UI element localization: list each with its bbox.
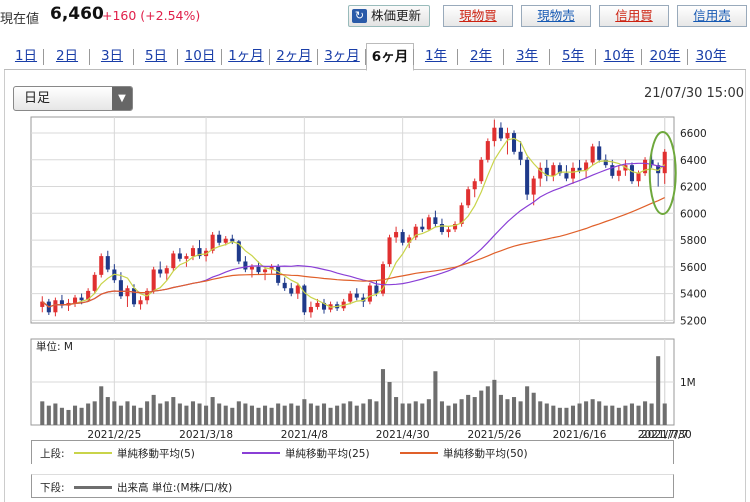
tab-period-4[interactable]: 10日 xyxy=(184,48,216,64)
period-tabs: 1日 2日 3日 5日 10日 1ヶ月 2ヶ月 3ヶ月 6ヶ月 1年 2年 3年 5年 10年 20年 30年 xyxy=(4,43,746,71)
margin-sell-button[interactable]: 信用売 xyxy=(677,5,747,27)
tab-separator xyxy=(687,49,688,65)
current-price-label: 現在値 xyxy=(0,12,40,27)
tab-separator xyxy=(317,49,318,65)
ma50-swatch xyxy=(400,452,438,454)
legend-ma5: 単純移動平均(5) xyxy=(117,448,195,460)
cash-buy-button[interactable]: 現物買 xyxy=(443,5,513,27)
quote-header: 現在値 6,460 +160 (+2.54%) ↻ 株価更新 現物買 現物売 信… xyxy=(0,0,750,32)
tab-separator xyxy=(177,49,178,65)
legend-volume: 出来高 単位:(M株/口/枚) xyxy=(117,482,233,494)
legend-upper: 上段: 単純移動平均(5) 単純移動平均(25) 単純移動平均(50) xyxy=(31,440,674,464)
tab-period-1[interactable]: 2日 xyxy=(55,48,79,64)
tab-separator xyxy=(641,49,642,65)
tab-separator xyxy=(365,49,366,65)
tab-separator xyxy=(43,49,44,65)
margin-buy-button[interactable]: 信用買 xyxy=(599,5,669,27)
cash-sell-button[interactable]: 現物売 xyxy=(521,5,591,27)
tab-separator xyxy=(549,49,550,65)
ma25-swatch xyxy=(242,452,280,454)
tab-period-13[interactable]: 10年 xyxy=(603,48,635,64)
tab-period-15[interactable]: 30年 xyxy=(695,48,727,64)
update-price-button[interactable]: ↻ 株価更新 xyxy=(348,5,430,27)
legend-ma50: 単純移動平均(50) xyxy=(443,448,528,460)
tab-separator xyxy=(89,49,90,65)
tab-separator xyxy=(413,49,414,65)
tab-period-12[interactable]: 5年 xyxy=(561,48,585,64)
interval-select[interactable]: 日足 ▼ xyxy=(13,86,133,111)
tab-period-3[interactable]: 5日 xyxy=(144,48,168,64)
chart-frame xyxy=(4,70,746,502)
chart-datetime: 21/07/30 15:00 xyxy=(644,86,744,101)
tab-period-8[interactable]: 6ヶ月 xyxy=(366,43,414,71)
refresh-icon: ↻ xyxy=(352,9,367,23)
tab-period-6[interactable]: 2ヶ月 xyxy=(276,48,312,64)
legend-upper-label: 上段: xyxy=(40,448,65,460)
tab-period-9[interactable]: 1年 xyxy=(424,48,448,64)
tab-period-10[interactable]: 2年 xyxy=(469,48,493,64)
volume-swatch xyxy=(74,486,112,489)
update-price-label: 株価更新 xyxy=(371,8,422,23)
dropdown-arrow-icon: ▼ xyxy=(112,87,132,110)
tab-separator xyxy=(503,49,504,65)
tab-period-7[interactable]: 3ヶ月 xyxy=(324,48,360,64)
legend-lower-label: 下段: xyxy=(40,482,65,494)
tab-separator xyxy=(457,49,458,65)
tab-separator xyxy=(133,49,134,65)
ma5-swatch xyxy=(74,452,112,454)
tab-period-14[interactable]: 20年 xyxy=(649,48,681,64)
tab-period-11[interactable]: 3年 xyxy=(515,48,539,64)
current-price: 6,460 xyxy=(50,4,104,24)
tab-period-0[interactable]: 1日 xyxy=(14,48,38,64)
tab-period-5[interactable]: 1ヶ月 xyxy=(228,48,264,64)
legend-lower: 下段: 出来高 単位:(M株/口/枚) xyxy=(31,474,674,498)
price-change: +160 (+2.54%) xyxy=(102,8,201,23)
tab-separator xyxy=(269,49,270,65)
tab-period-2[interactable]: 3日 xyxy=(100,48,124,64)
legend-ma25: 単純移動平均(25) xyxy=(285,448,370,460)
interval-select-value: 日足 xyxy=(24,91,51,106)
tab-separator xyxy=(595,49,596,65)
tab-separator xyxy=(221,49,222,65)
